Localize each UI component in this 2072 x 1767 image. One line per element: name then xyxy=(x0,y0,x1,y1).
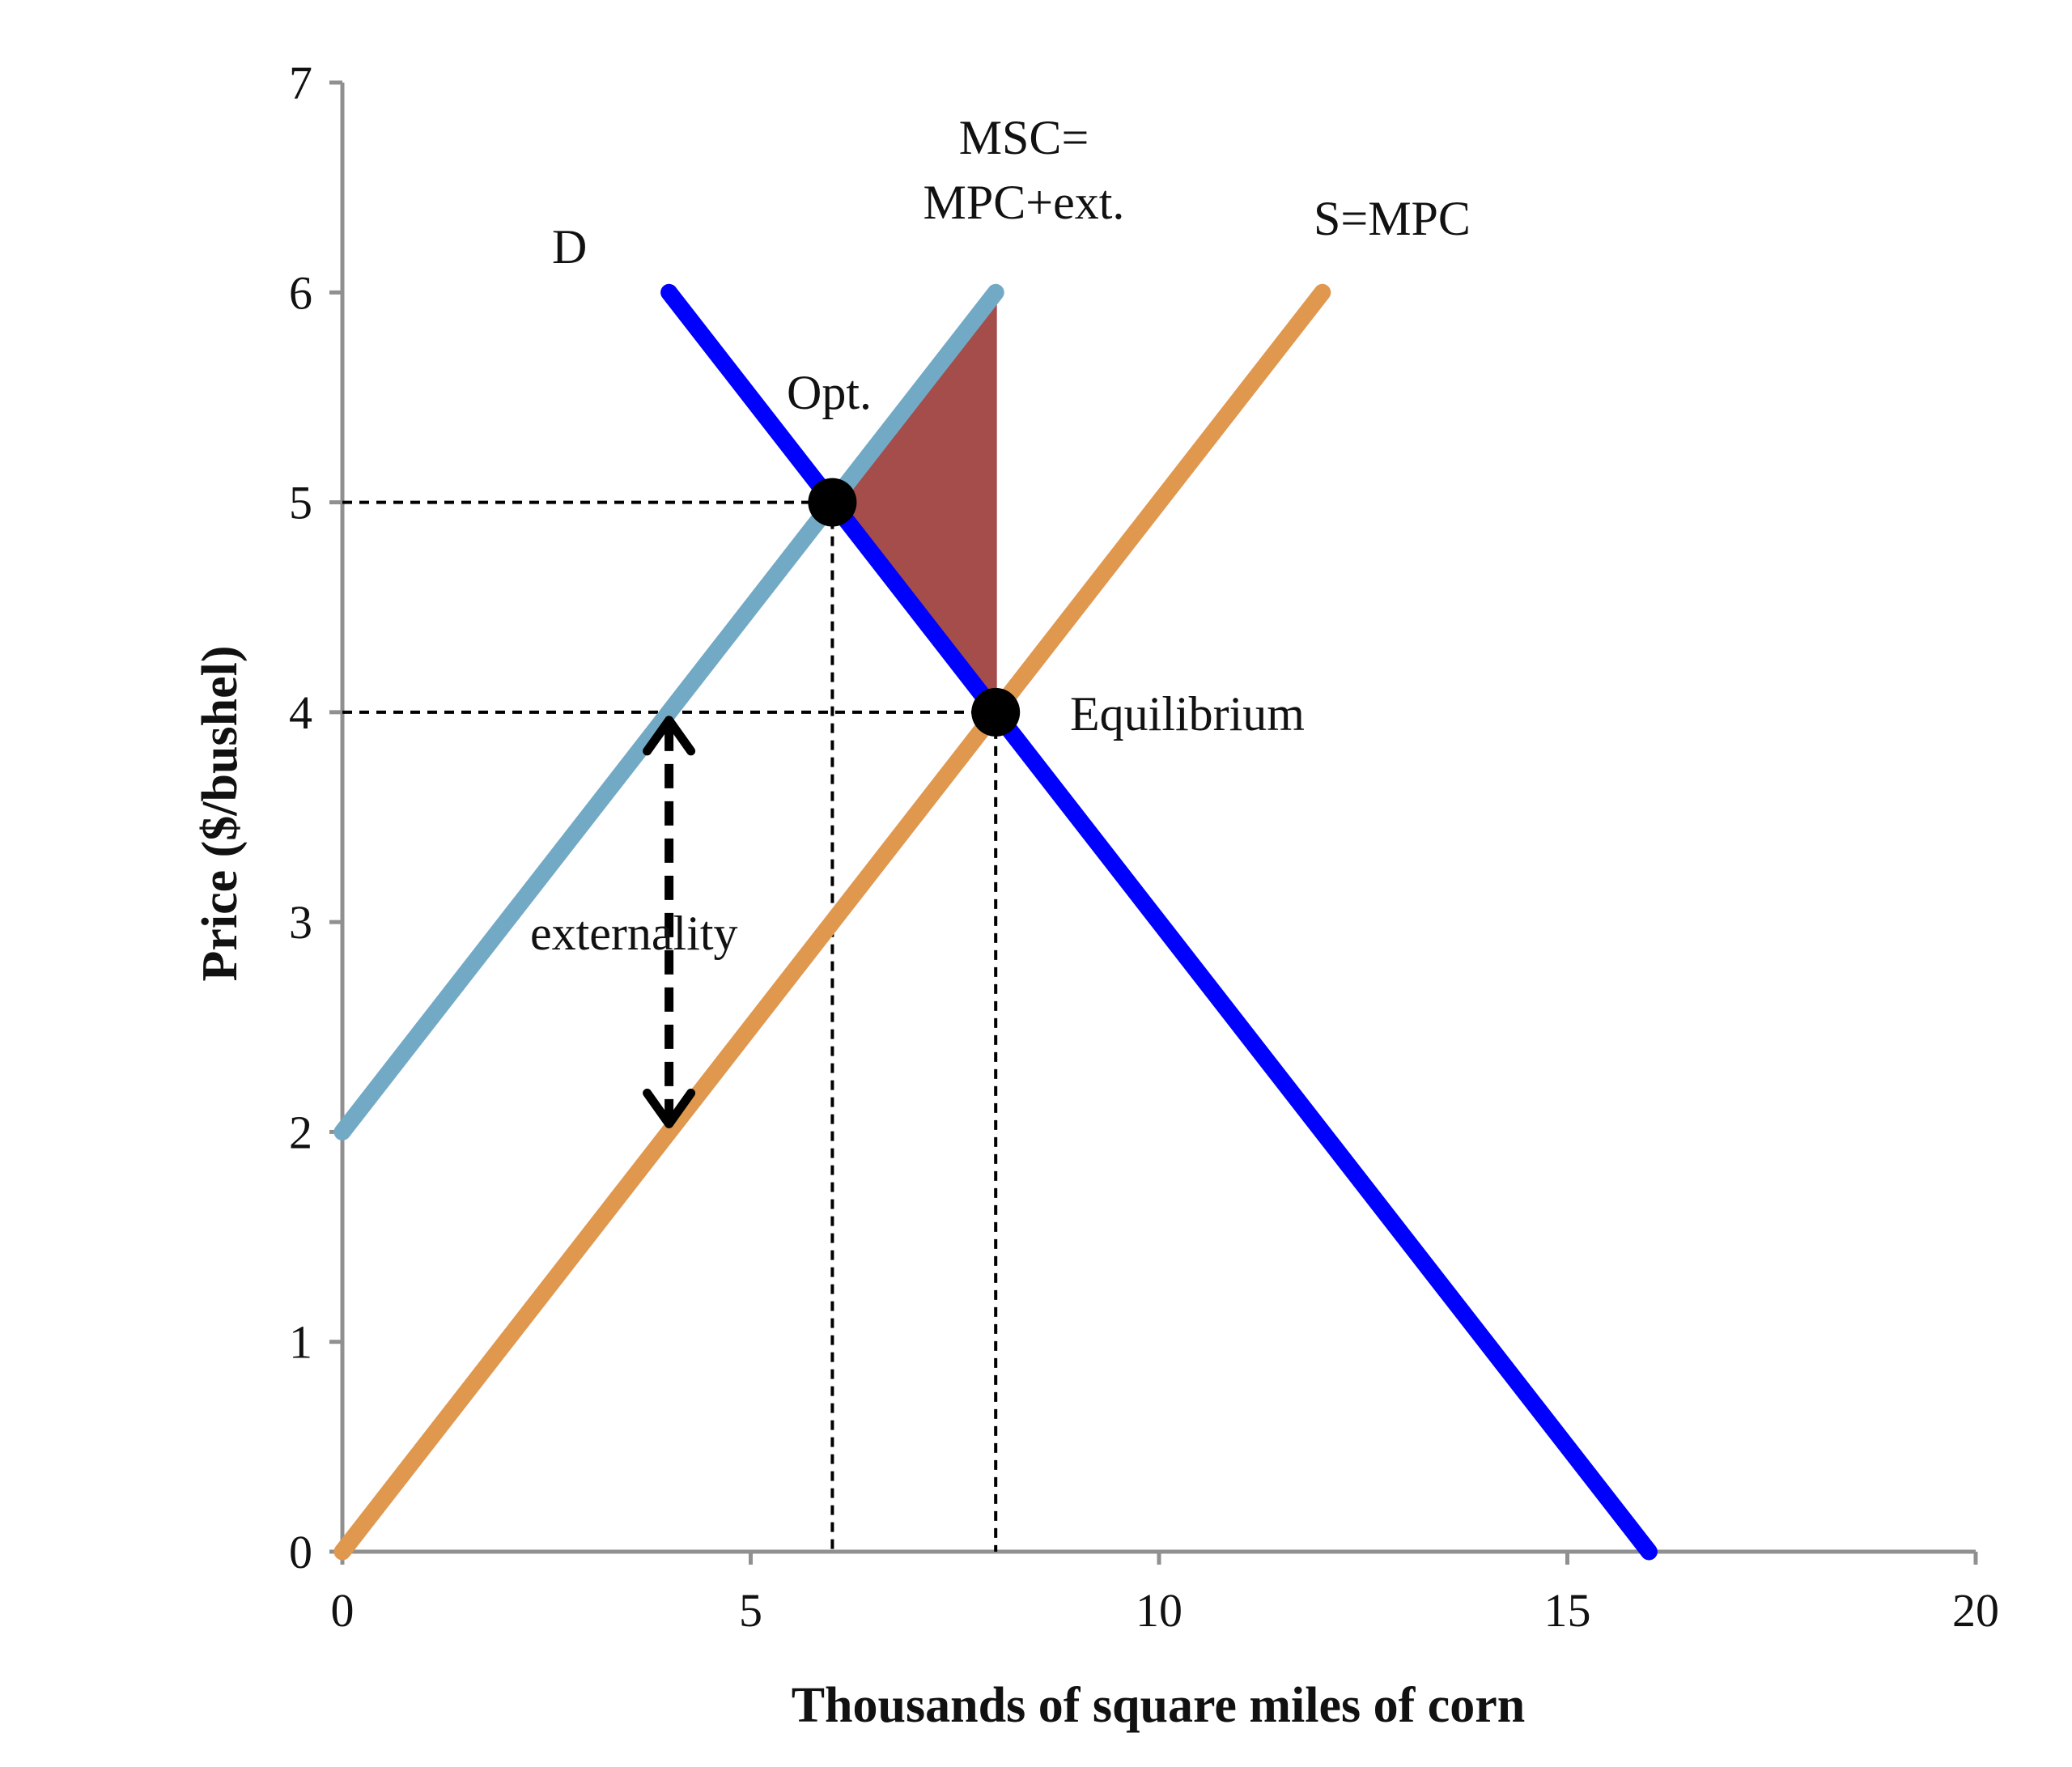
points-layer xyxy=(808,478,1021,737)
y-tick-label: 7 xyxy=(289,57,312,109)
x-tick-label: 15 xyxy=(1544,1584,1591,1637)
y-tick-label: 2 xyxy=(289,1106,312,1158)
y-axis-title: Price ($/bushel) xyxy=(193,646,248,982)
x-tick-label: 20 xyxy=(1952,1584,1999,1637)
x-tick-label: 0 xyxy=(331,1584,355,1637)
optimum-label: Opt. xyxy=(787,366,872,419)
x-tick-label: 5 xyxy=(739,1584,762,1637)
externality-arrow-head-down xyxy=(643,1088,696,1128)
supply-label: S=MPC xyxy=(1314,192,1471,245)
msc-label-line1: MSC= xyxy=(959,111,1089,164)
y-tick-label: 0 xyxy=(289,1526,312,1578)
deadweight-loss-area xyxy=(830,291,997,714)
y-tick-label: 5 xyxy=(289,477,312,529)
deadweight-loss-layer xyxy=(830,291,997,714)
y-tick-label: 1 xyxy=(289,1316,312,1369)
msc-label-line2: MPC+ext. xyxy=(923,176,1125,229)
externality-arrow-layer xyxy=(643,716,696,1128)
equilibrium-label: Equilibrium xyxy=(1070,687,1305,741)
y-tick-label: 3 xyxy=(289,896,312,949)
demand-label: D xyxy=(552,220,587,274)
axes: 0 5 10 15 20 0 1 2 3 4 5 6 7 xyxy=(289,57,1999,1637)
labels-layer: D MSC= MPC+ext. S=MPC Opt. Equilibrium e… xyxy=(193,111,1525,1733)
externality-label: externality xyxy=(530,907,738,960)
externality-arrow-head-up xyxy=(643,716,696,756)
supply-curve xyxy=(333,283,1331,1561)
y-tick-label: 6 xyxy=(289,266,312,319)
x-tick-label: 10 xyxy=(1136,1584,1182,1637)
optimum-point xyxy=(808,478,857,527)
equilibrium-point xyxy=(971,687,1021,737)
msc-curve xyxy=(333,283,1004,1140)
x-axis-title: Thousands of square miles of corn xyxy=(792,1678,1526,1733)
y-tick-label: 4 xyxy=(289,686,312,739)
demand-curve xyxy=(660,283,1658,1561)
